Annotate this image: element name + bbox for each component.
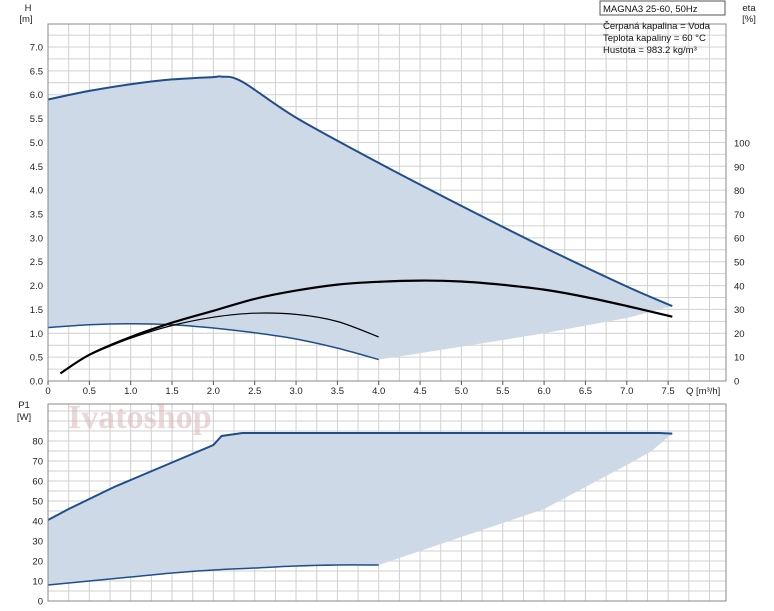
- power-min-curve: [47, 564, 379, 586]
- y2-tick-label: 30: [734, 305, 745, 316]
- power-axis-unit: [W]: [17, 412, 31, 423]
- head-operating-area: [48, 76, 673, 360]
- eta-max-curve: [59, 279, 673, 375]
- y2-axis-unit: [%]: [742, 14, 756, 25]
- y2-tick-label: 0: [734, 377, 739, 388]
- x-tick-label: 5.5: [496, 386, 509, 397]
- power-tick-label: 50: [32, 497, 43, 508]
- y-tick-label: 4.0: [30, 186, 43, 197]
- power-tick-label: 80: [32, 437, 43, 448]
- power-tick-label: 30: [32, 537, 43, 548]
- x-tick-label: 3.0: [289, 386, 302, 397]
- info-temperature: Teplota kapaliny = 60 °C: [603, 33, 706, 44]
- y-axis-label: H: [25, 3, 32, 14]
- x-tick-label: 2.0: [207, 386, 220, 397]
- y-tick-label: 3.0: [30, 233, 43, 244]
- y2-tick-label: 10: [734, 353, 745, 364]
- head-min-curve: [47, 322, 379, 361]
- x-axis-label: Q [m³/h]: [686, 386, 720, 397]
- y2-tick-label: 100: [734, 139, 750, 150]
- x-tick-label: 6.5: [579, 386, 592, 397]
- pump-title: MAGNA3 25-60, 50Hz: [603, 4, 698, 15]
- y-axis-unit: [m]: [19, 14, 32, 25]
- y-tick-label: 5.0: [30, 138, 43, 149]
- operating-areas: [48, 76, 673, 585]
- head-plot-frame: [47, 23, 727, 382]
- y2-tick-label: 70: [734, 210, 745, 221]
- y2-tick-label: 80: [734, 186, 745, 197]
- y-tick-label: 6.0: [30, 90, 43, 101]
- x-tick-label: 3.5: [331, 386, 344, 397]
- y-tick-label: 1.0: [30, 329, 43, 340]
- eta-mid-curve: [89, 312, 379, 356]
- tick-labels: 0 0.5 1.0 1.5 2.0 2.5 3.0 3.5 4.0 4.5 5.0 5.5 6.0 6.5…: [30, 43, 750, 608]
- x-tick-label: 0: [45, 386, 50, 397]
- y-tick-label: 5.5: [30, 114, 43, 125]
- x-tick-label: 0.5: [83, 386, 96, 397]
- y-tick-label: 6.5: [30, 66, 43, 77]
- axes: [47, 23, 727, 602]
- x-tick-label: 1.5: [165, 386, 178, 397]
- x-tick-label: 7.5: [662, 386, 675, 397]
- power-tick-label: 70: [32, 457, 43, 468]
- y2-tick-label: 90: [734, 162, 745, 173]
- power-plot-frame: [47, 403, 727, 602]
- y2-tick-label: 60: [734, 234, 745, 245]
- power-operating-area: [48, 433, 673, 585]
- x-tick-label: 5.0: [455, 386, 468, 397]
- power-max-curve: [47, 432, 673, 521]
- y2-tick-label: 40: [734, 281, 745, 292]
- x-tick-label: 1.0: [124, 386, 137, 397]
- performance-curves: [47, 75, 673, 586]
- y-tick-label: 2.0: [30, 281, 43, 292]
- info-density: Hustota = 983.2 kg/m³: [603, 45, 697, 56]
- power-axis-label: P1: [18, 400, 30, 411]
- y2-axis-label: eta: [742, 3, 756, 14]
- x-tick-label: 2.5: [248, 386, 261, 397]
- power-tick-label: 60: [32, 477, 43, 488]
- power-tick-label: 40: [32, 517, 43, 528]
- y-tick-label: 7.0: [30, 43, 43, 54]
- info-liquid: Čerpaná kapalina = Voda: [603, 21, 711, 32]
- y-tick-label: 3.5: [30, 210, 43, 221]
- x-tick-label: 7.0: [620, 386, 633, 397]
- power-tick-label: 20: [32, 557, 43, 568]
- y-tick-label: 4.5: [30, 162, 43, 173]
- x-tick-label: 4.5: [413, 386, 426, 397]
- y2-tick-label: 20: [734, 329, 745, 340]
- power-tick-label: 10: [32, 577, 43, 588]
- x-tick-label: 4.0: [372, 386, 385, 397]
- power-tick-label: 0: [38, 597, 43, 608]
- y-tick-label: 2.5: [30, 257, 43, 268]
- y2-tick-label: 50: [734, 258, 745, 269]
- x-tick-label: 6.0: [537, 386, 550, 397]
- head-max-curve: [47, 75, 673, 308]
- y-tick-label: 0.5: [30, 353, 43, 364]
- watermark: Ivatoshop: [68, 399, 212, 436]
- y-tick-label: 1.5: [30, 305, 43, 316]
- title-box: [599, 0, 726, 16]
- y-tick-label: 0.0: [30, 377, 43, 388]
